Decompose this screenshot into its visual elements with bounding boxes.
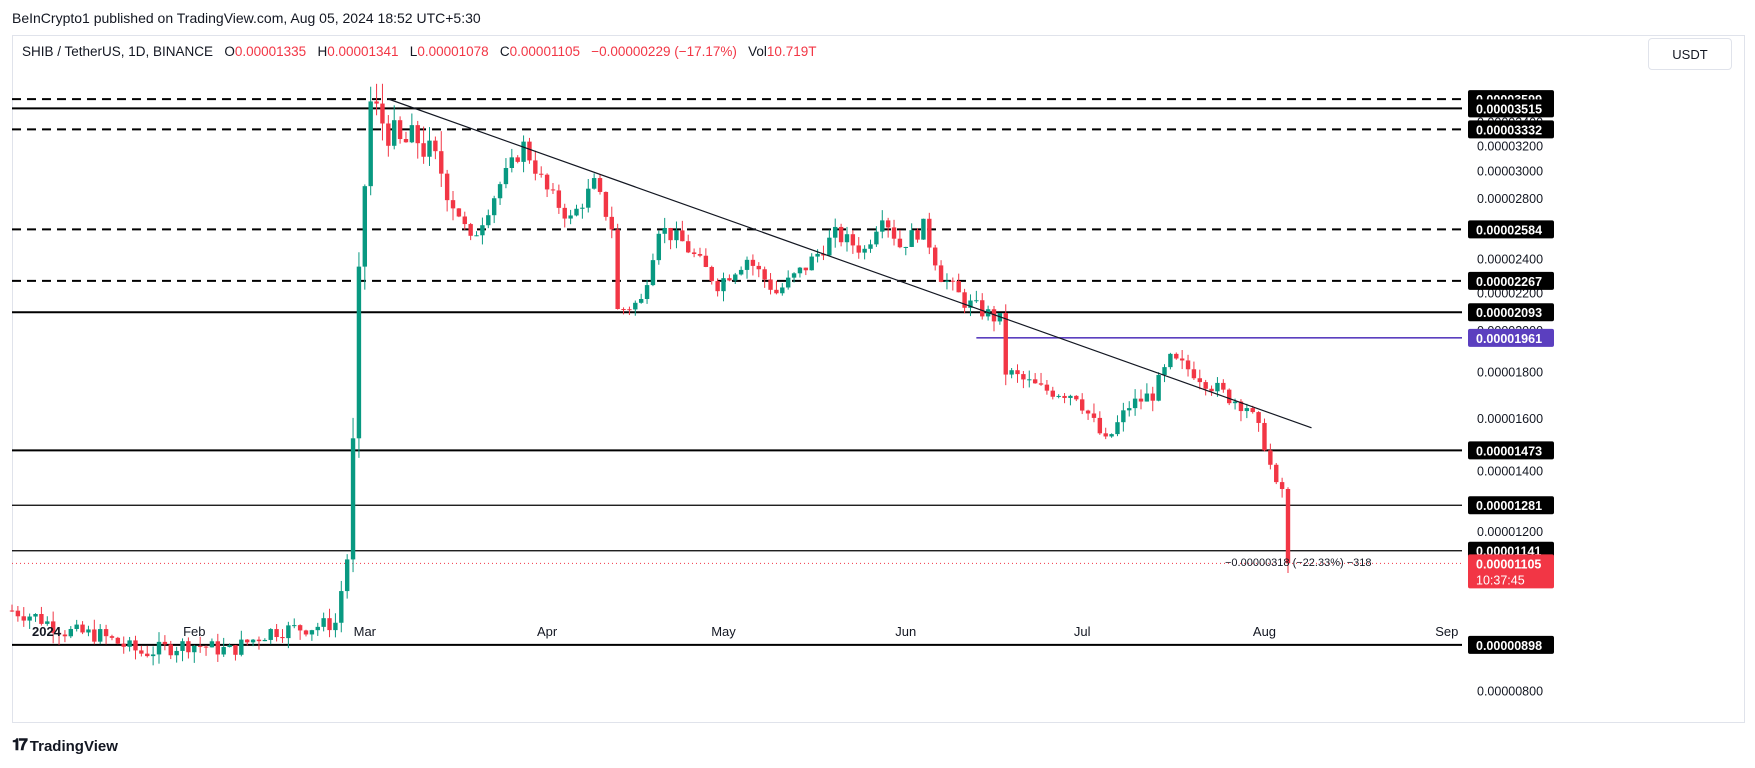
close-label: C [499, 44, 510, 59]
open-label: O [224, 44, 235, 59]
low-value: 0.00001078 [417, 44, 489, 59]
tradingview-logo-icon: 𝟏𝟕 [12, 737, 28, 754]
close-value: 0.00001105 [509, 44, 580, 59]
volume-value: 10.719T [766, 44, 817, 59]
change-value: −0.00000229 (−17.17%) [591, 44, 737, 59]
currency-button[interactable]: USDT [1648, 38, 1732, 70]
high-label: H [317, 44, 328, 59]
open-value: 0.00001335 [234, 44, 307, 59]
ohlc-legend: SHIB / TetherUS, 1D, BINANCE O0.00001335… [22, 44, 816, 59]
publisher-line: BeInCrypto1 published on TradingView.com… [12, 10, 481, 26]
low-label: L [409, 44, 418, 59]
symbol-label[interactable]: SHIB / TetherUS, 1D, BINANCE [22, 44, 214, 59]
tradingview-logo[interactable]: 𝟏𝟕 TradingView [12, 737, 118, 755]
volume-label: Vol [748, 44, 767, 59]
high-value: 0.00001341 [327, 44, 399, 59]
tradingview-brand: TradingView [29, 737, 118, 755]
chart-frame [12, 35, 1745, 723]
